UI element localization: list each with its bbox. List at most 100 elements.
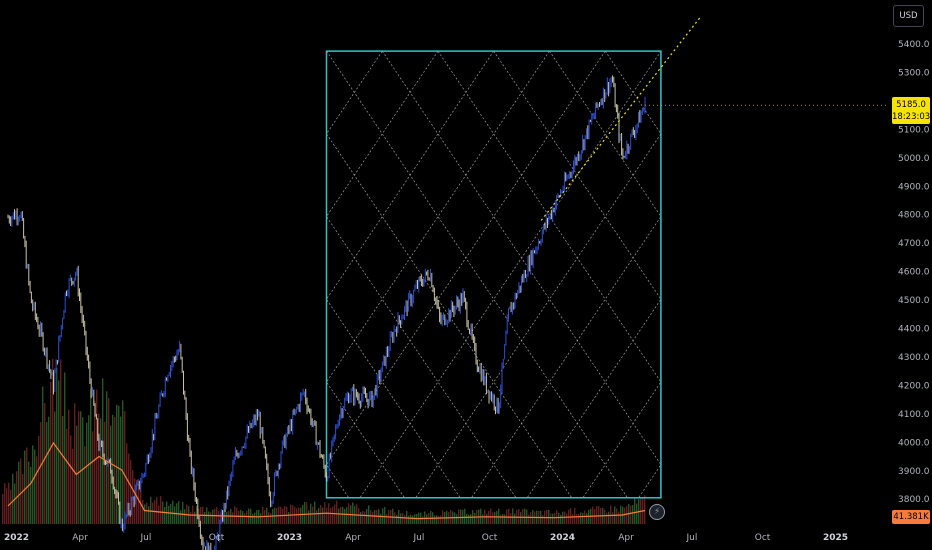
volume-bar [70,435,72,524]
volume-bar [530,512,532,524]
volume-bar [440,515,442,524]
volume-bar [174,506,176,524]
volume-bar [168,505,170,524]
box-grid-line [415,133,661,498]
volume-bar [42,386,44,524]
time-tick-label: 2024 [550,533,575,543]
volume-bar [18,461,20,524]
volume-bar [260,513,262,524]
box-grid-line [326,464,350,498]
price-tick-label: 5300.0 [898,68,930,78]
volume-bar [338,508,340,524]
volume-bar [182,502,184,524]
price-series [7,75,646,550]
time-tick-label: Oct [755,533,771,543]
price-tick-label: 4700.0 [898,239,930,249]
volume-bar [576,514,578,524]
box-range-drawing[interactable] [0,51,932,498]
volume-bar [362,511,364,524]
lightning-icon[interactable]: ⚡ [649,504,665,520]
volume-bar [408,515,410,524]
volume-bar [514,513,516,524]
volume-bar [554,512,556,524]
volume-bar [592,506,594,524]
volume-bar [608,511,610,524]
trend-line [540,16,701,221]
volume-bar [396,514,398,524]
trend-line-drawing[interactable] [540,16,888,221]
volume-bar [80,411,82,524]
volume-bar [22,474,24,524]
volume-bar [512,508,514,524]
volume-bar [606,512,608,524]
volume-bar [454,512,456,524]
volume-bar [110,425,112,524]
volume-bar [134,478,136,524]
time-axis[interactable]: 2022 Apr Jul Oct 2023 Apr Jul Oct 2024 Apr Jul Oct 2… [4,533,848,543]
time-tick-label: Jul [413,533,425,543]
volume-bar [190,511,192,524]
price-tick-label: 4900.0 [898,182,930,192]
volume-bar [510,513,512,524]
volume-bar [560,514,562,524]
volume-bar [494,512,496,524]
volume-bar [374,510,376,524]
volume-bar [296,508,298,524]
volume-bar [130,460,132,524]
volume-bar [252,513,254,524]
volume-bar [114,416,116,524]
volume-bar [78,411,80,524]
volume-bar [58,380,60,524]
volume-bar [552,513,554,524]
volume-bar [520,512,522,524]
volume-bar [508,508,510,524]
volume-bar [228,511,230,524]
volume-bar [150,496,152,524]
box-grid-line [582,381,661,498]
volume-bar [318,507,320,524]
price-tick-label: 3800.0 [898,495,930,505]
volume-bar [160,496,162,524]
box-grid-line [359,51,661,498]
volume-bar [24,450,26,524]
time-tick-label: Jul [140,533,152,543]
box-grid-line [604,51,661,135]
volume-bar [312,506,314,524]
volume-bar [66,428,68,524]
volume-bar [330,508,332,524]
volume-bar [542,514,544,524]
box-grid-line [471,215,661,498]
box-grid-line [326,298,461,498]
volume-bar [180,510,182,524]
volume-bar [582,513,584,524]
box-grid-line [437,51,661,383]
volume-bar [10,489,12,524]
volume-bar [610,505,612,524]
volume-bar [158,505,160,524]
volume-bar [580,512,582,524]
volume-bar [156,497,158,524]
volume-bar [146,502,148,524]
volume-bar [116,404,118,524]
price-tick-label: 5400.0 [898,40,930,50]
volume-bar [636,503,638,524]
volume-bar [356,504,358,524]
volume-bar [634,498,636,524]
volume-bar [74,403,76,524]
volume-bar [596,506,598,524]
volume-bar [138,483,140,524]
volume-bar [84,446,86,524]
volume-bar [500,514,502,524]
volume-bar [14,483,16,524]
volume-bar [178,501,180,524]
currency-button[interactable]: USD [893,5,924,27]
volume-bar [208,511,210,524]
volume-bar [82,417,84,524]
volume-bar [226,511,228,524]
volume-bar [410,514,412,524]
volume-bar [368,505,370,524]
volume-bar [586,512,588,524]
time-tick-label: 2023 [277,533,302,543]
box-grid-line [0,51,293,498]
